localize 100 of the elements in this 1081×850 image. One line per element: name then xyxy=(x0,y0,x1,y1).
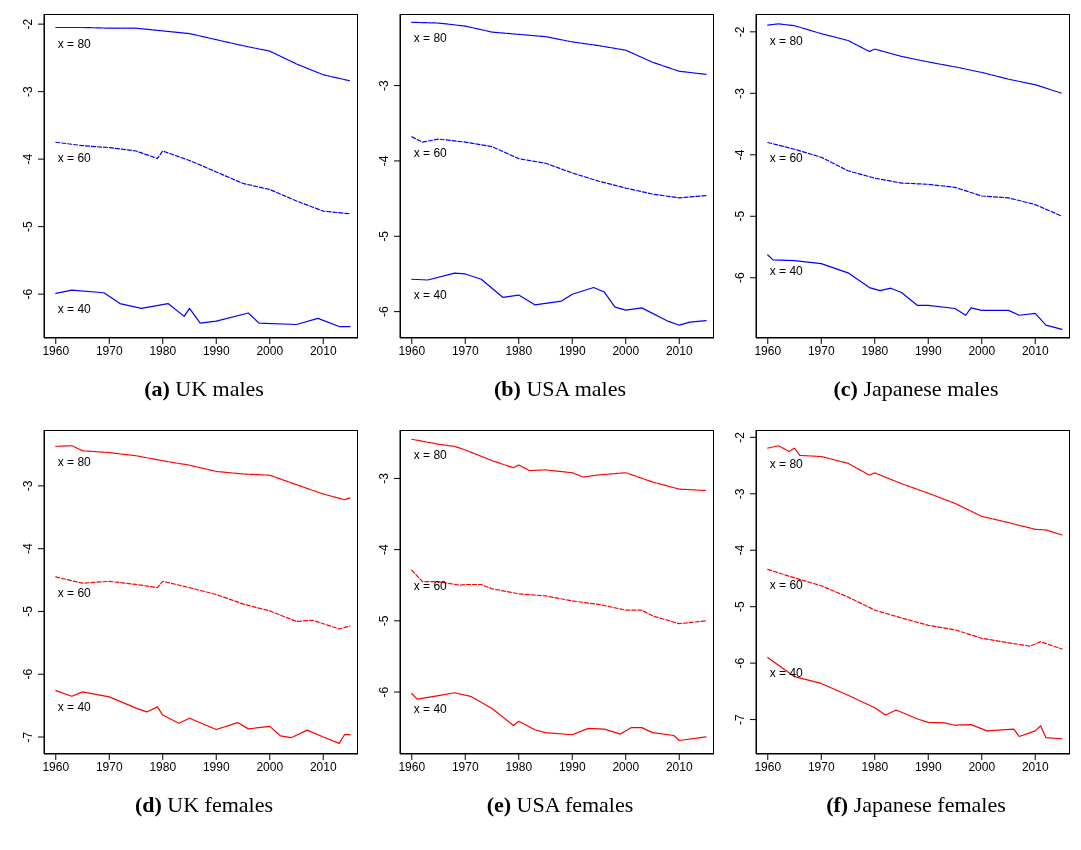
y-tick-label: -6 xyxy=(377,305,391,317)
line-series xyxy=(767,445,1063,536)
y-tick-label: -6 xyxy=(733,657,747,669)
y-tick-label: -7 xyxy=(733,713,747,725)
x-tick-label: 1980 xyxy=(149,343,177,358)
series-label: x = 80 xyxy=(57,36,92,51)
x-tick-label: 1990 xyxy=(914,343,942,358)
x-tick-label: 1960 xyxy=(398,343,426,358)
y-tick-label: -3 xyxy=(21,85,35,97)
line-series xyxy=(55,289,351,328)
series-label: x = 80 xyxy=(769,34,804,49)
x-tick-label: 1990 xyxy=(558,759,586,774)
line-series xyxy=(767,23,1063,94)
x-tick-label: 2000 xyxy=(612,343,640,358)
x-tick-label: 1970 xyxy=(807,759,835,774)
y-tick-label: -2 xyxy=(21,18,35,30)
line-series xyxy=(411,272,707,326)
series-label: x = 60 xyxy=(57,585,92,600)
series-label: x = 80 xyxy=(413,448,448,463)
line-series xyxy=(55,26,351,82)
x-tick-label: 2010 xyxy=(309,343,337,358)
text: (a) UK males xyxy=(143,376,265,402)
x-tick-label: 2000 xyxy=(256,343,284,358)
line-series xyxy=(411,21,707,75)
text: (e) USA females xyxy=(485,792,635,818)
series-label: x = 40 xyxy=(769,264,804,278)
x-tick-label: 1970 xyxy=(95,343,123,358)
series-label: x = 80 xyxy=(413,31,448,46)
y-tick-label: -4 xyxy=(21,153,35,165)
series-label: x = 40 xyxy=(413,702,448,717)
y-tick-label: -5 xyxy=(733,601,747,613)
x-tick-label: 1960 xyxy=(754,759,782,774)
line-series xyxy=(767,656,1063,740)
series-label: x = 80 xyxy=(57,455,92,470)
series-label: x = 60 xyxy=(769,151,804,166)
x-tick-label: 1990 xyxy=(202,343,230,358)
series-label: x = 40 xyxy=(769,666,804,681)
series-label: x = 40 xyxy=(57,699,92,714)
x-tick-label: 1970 xyxy=(807,343,835,358)
x-tick-label: 1960 xyxy=(42,759,70,774)
x-tick-label: 1990 xyxy=(202,759,230,774)
x-tick-label: 1980 xyxy=(505,759,533,774)
y-tick-label: -7 xyxy=(21,731,35,743)
x-tick-label: 2000 xyxy=(256,759,284,774)
y-tick-label: -5 xyxy=(377,615,391,627)
y-tick-label: -5 xyxy=(21,605,35,617)
x-tick-label: 1990 xyxy=(558,343,586,358)
x-tick-label: 2000 xyxy=(968,343,996,358)
series-label: x = 40 xyxy=(413,288,448,303)
x-tick-label: 2010 xyxy=(309,759,337,774)
x-tick-label: 1980 xyxy=(861,343,889,358)
x-tick-label: 2010 xyxy=(1021,759,1049,774)
y-tick-label: -4 xyxy=(377,543,391,555)
y-tick-label: -5 xyxy=(21,220,35,232)
x-tick-label: 2010 xyxy=(665,343,693,358)
y-tick-label: -2 xyxy=(733,431,747,443)
series-label: x = 40 xyxy=(57,302,92,317)
line-series xyxy=(767,254,1063,330)
x-tick-label: 1980 xyxy=(149,759,177,774)
text: (d) UK females xyxy=(133,792,275,818)
x-tick-label: 1960 xyxy=(42,343,70,358)
line-series xyxy=(767,568,1063,650)
series-label: x = 60 xyxy=(769,578,804,593)
text: (c) Japanese males xyxy=(832,376,1000,402)
line-series xyxy=(411,569,707,625)
y-tick-label: -3 xyxy=(377,79,391,91)
x-tick-label: 2000 xyxy=(968,759,996,774)
x-tick-label: 1980 xyxy=(861,759,889,774)
y-tick-label: -5 xyxy=(377,230,391,242)
y-tick-label: -3 xyxy=(733,488,747,500)
y-tick-label: -3 xyxy=(377,472,391,484)
x-tick-label: 1970 xyxy=(95,759,123,774)
line-series xyxy=(411,692,707,742)
x-tick-label: 1990 xyxy=(914,759,942,774)
text: (f) Japanese females xyxy=(825,792,1007,818)
y-tick-label: -6 xyxy=(733,272,747,284)
x-tick-label: 2010 xyxy=(665,759,693,774)
line-series xyxy=(55,141,351,215)
y-tick-label: -4 xyxy=(733,149,747,161)
x-tick-label: 1970 xyxy=(451,759,479,774)
x-tick-label: 1960 xyxy=(754,343,782,358)
line-series xyxy=(55,445,351,501)
series-label: x = 60 xyxy=(413,145,448,160)
y-tick-label: -5 xyxy=(733,210,747,222)
x-tick-label: 2000 xyxy=(612,759,640,774)
line-series xyxy=(55,689,351,744)
line-series xyxy=(411,136,707,199)
y-tick-label: -6 xyxy=(21,288,35,300)
series-label: x = 60 xyxy=(57,151,92,166)
x-tick-label: 2010 xyxy=(1021,343,1049,358)
y-tick-label: -4 xyxy=(21,543,35,555)
y-tick-label: -2 xyxy=(733,26,747,38)
x-tick-label: 1960 xyxy=(398,759,426,774)
line-series xyxy=(411,438,707,492)
series-label: x = 80 xyxy=(769,457,804,472)
y-tick-label: -6 xyxy=(377,686,391,698)
y-tick-label: -4 xyxy=(733,544,747,556)
line-series xyxy=(55,576,351,630)
y-tick-label: -3 xyxy=(21,480,35,492)
x-tick-label: 1980 xyxy=(505,343,533,358)
